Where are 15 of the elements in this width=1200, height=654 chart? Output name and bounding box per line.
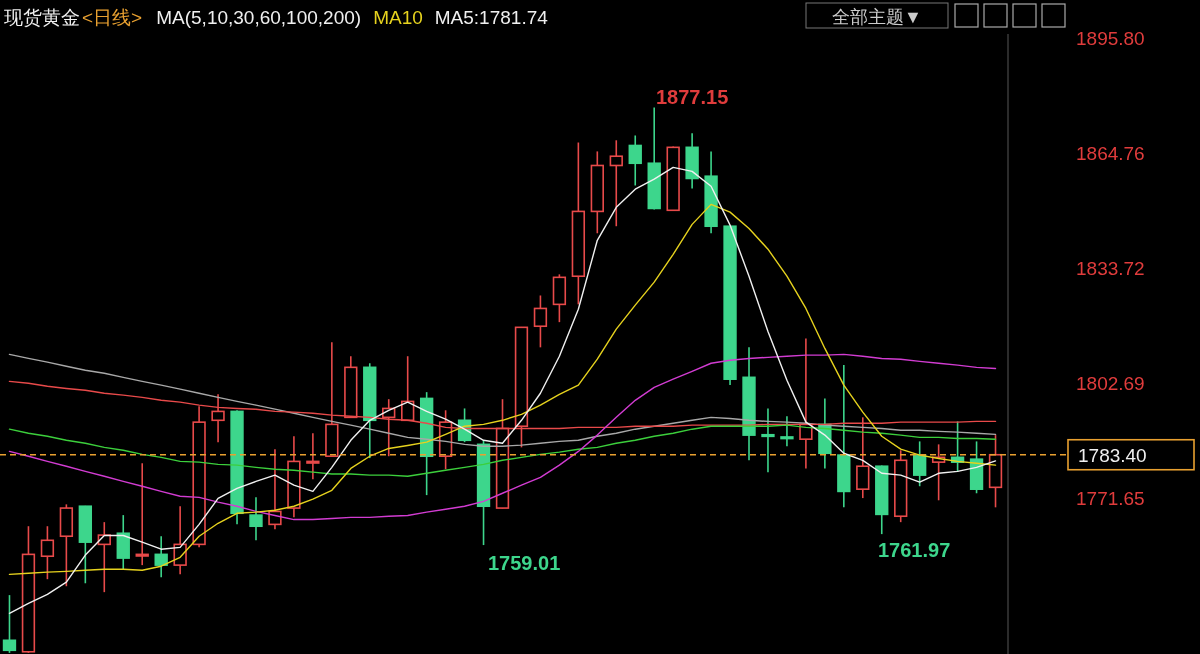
y-tick-label: 1771.65 xyxy=(1076,488,1145,510)
annotation: 1761.97 xyxy=(878,539,951,561)
y-tick-label: 1895.80 xyxy=(1076,28,1145,50)
annotation: 1759.01 xyxy=(488,552,561,574)
y-tick-label: 1833.72 xyxy=(1076,258,1145,280)
chart-subtitle: <日线> xyxy=(82,7,143,28)
text: 全部主题▼ xyxy=(832,7,922,27)
text: MA10 xyxy=(373,7,423,28)
text: MA5:1781.74 xyxy=(434,7,549,28)
ref-line-label: 1783.40 xyxy=(1078,444,1147,466)
text: MA(5,10,30,60,100,200) xyxy=(156,7,362,28)
annotation: 1877.15 xyxy=(656,86,729,108)
chart-title: 现货黄金 xyxy=(4,7,80,28)
y-tick-label: 1864.76 xyxy=(1076,143,1145,165)
y-tick-label: 1802.69 xyxy=(1076,373,1145,395)
